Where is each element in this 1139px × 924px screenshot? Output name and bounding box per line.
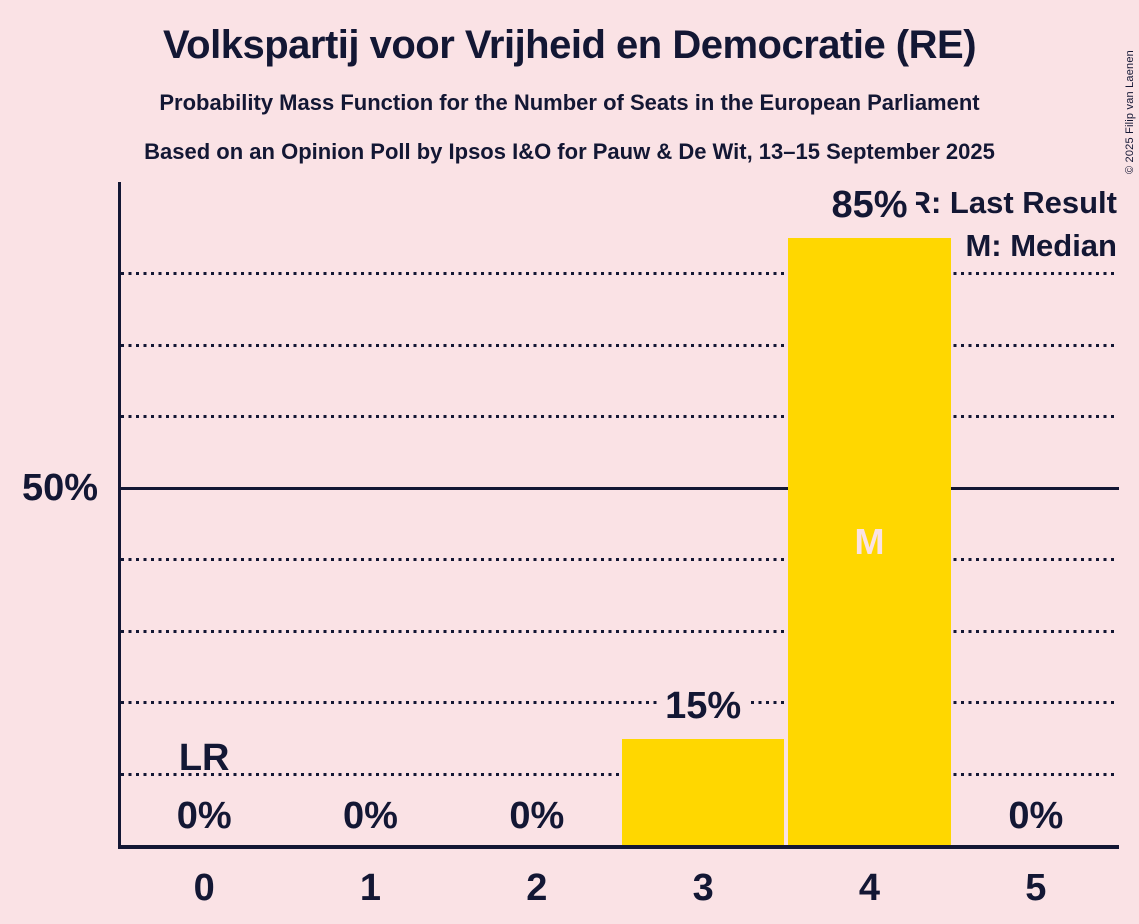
value-label-seats-1: 0% <box>343 795 398 837</box>
gridline-dotted-10pct <box>121 772 1117 776</box>
value-label-seats-4: 85% <box>823 185 916 226</box>
x-axis-line <box>118 845 1119 849</box>
bar-seats-3 <box>622 738 785 846</box>
value-label-seats-0: 0% <box>176 795 232 837</box>
gridline-dotted-30pct <box>121 629 1117 633</box>
gridline-dotted-40pct <box>121 558 1117 561</box>
bar-seats-4 <box>788 238 951 846</box>
x-axis-label-seats-1: 1 <box>359 867 382 909</box>
value-label-seats-2: 0% <box>509 795 565 837</box>
x-axis-label-seats-0: 0 <box>193 867 215 909</box>
x-axis-label-seats-2: 2 <box>526 867 548 909</box>
y-axis-line <box>118 182 121 848</box>
chart-subtitle-source: Based on an Opinion Poll by Ipsos I&O fo… <box>144 139 995 164</box>
x-axis-label-seats-5: 5 <box>1025 867 1047 909</box>
x-axis-label-seats-3: 3 <box>692 867 714 909</box>
chart-subtitle-pmf: Probability Mass Function for the Number… <box>159 90 980 115</box>
chart-title: Volkspartij voor Vrijheid en Democratie … <box>162 23 977 67</box>
gridline-dotted-80pct <box>121 272 1117 275</box>
value-label-seats-3: 15% <box>657 685 750 726</box>
gridline-dotted-70pct <box>121 343 1117 347</box>
legend-median-label: M: Median <box>965 228 1117 263</box>
gridline-dotted-20pct <box>121 701 1117 704</box>
last-result-marker-label: LR <box>178 737 230 779</box>
value-label-seats-5: 0% <box>1008 795 1064 837</box>
x-axis-label-seats-4: 4 <box>858 867 881 909</box>
gridline-solid-50pct <box>121 487 1119 490</box>
y-axis-tick-50-label: 50% <box>21 467 98 509</box>
legend-last-result-label: LR: Last Result <box>889 185 1117 220</box>
gridline-dotted-60pct <box>121 415 1117 418</box>
median-marker-label: M <box>854 521 885 563</box>
